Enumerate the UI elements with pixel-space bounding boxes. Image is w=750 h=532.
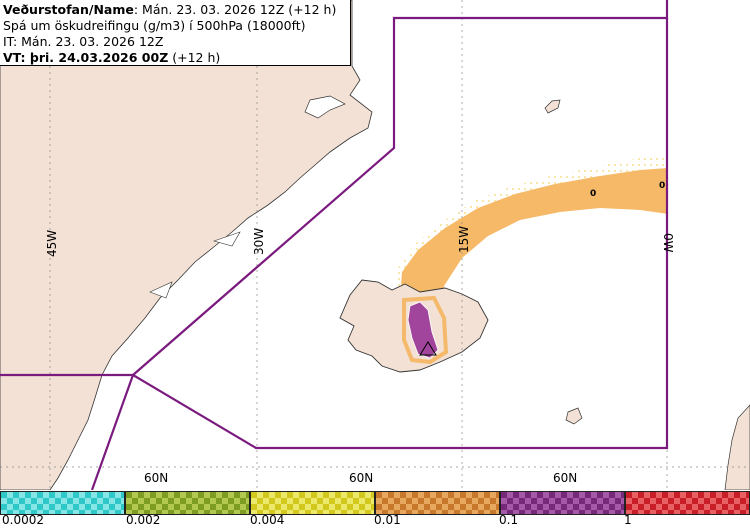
forecast-header: Veðurstofan/Name: Mán. 23. 03. 2026 12Z … (0, 0, 351, 66)
header-line-3: IT: Mán. 23. 03. 2026 12Z (3, 34, 164, 49)
lon-label-30w: 30W (252, 228, 266, 255)
header-valid-time: VT: þri. 24.03.2026 00Z (3, 50, 169, 65)
ash-plume-low (400, 168, 668, 322)
lat-label-60n: 60N (553, 471, 577, 485)
concentration-legend: 0.0002 0.002 0.004 0.01 0.1 1 (0, 490, 750, 532)
plume-marker: 0 (659, 181, 665, 191)
header-source: Veðurstofan/Name (3, 2, 134, 17)
lon-label-0w: 0W (661, 233, 675, 253)
legend-tick-label: 0.002 (126, 513, 161, 527)
ash-plume-high (407, 301, 439, 359)
legend-swatch (250, 491, 375, 515)
ash-plume-orange-edge (402, 295, 449, 365)
legend-tick-label: 0.0002 (2, 513, 44, 527)
legend-swatch (625, 491, 750, 515)
greenland-landmass (0, 0, 373, 490)
legend-swatch (0, 491, 125, 515)
region-boundary (0, 0, 669, 490)
volcano-triangle-icon (419, 341, 437, 356)
plume-marker: 0 (590, 189, 596, 199)
lon-label-15w: 15W (457, 226, 471, 253)
legend-tick-label: 1 (624, 513, 632, 527)
header-line-2: Spá um öskudreifingu (g/m3) í 500hPa (18… (3, 18, 306, 33)
ash-dispersion-map: 45W 30W 15W 0W 60N 60N 60N 0 0 (0, 0, 750, 490)
lat-label-60n: 60N (144, 471, 168, 485)
lat-label-60n: 60N (349, 471, 373, 485)
lon-label-45w: 45W (45, 230, 59, 257)
legend-swatch (125, 491, 250, 515)
greenland-fjord (212, 231, 241, 247)
faroe-islands (565, 407, 583, 425)
legend-tick-label: 0.004 (250, 513, 285, 527)
legend-tick-label: 0.1 (499, 513, 519, 527)
header-lead: (+12 h) (168, 50, 221, 65)
header-line-4: VT: þri. 24.03.2026 00Z (+12 h) (3, 50, 350, 66)
legend-swatch (375, 491, 500, 515)
ash-plume-fringe (396, 154, 668, 302)
header-run: : Mán. 23. 03. 2026 12Z (+12 h) (133, 2, 337, 17)
legend-tick-label: 0.01 (374, 513, 401, 527)
scandinavia-coast (724, 404, 750, 490)
greenland-fjord (149, 281, 173, 299)
jan-mayen-island (544, 99, 561, 114)
legend-swatch (500, 491, 625, 515)
header-line-1: Veðurstofan/Name: Mán. 23. 03. 2026 12Z … (3, 2, 350, 18)
greenland-fjord (304, 95, 346, 119)
